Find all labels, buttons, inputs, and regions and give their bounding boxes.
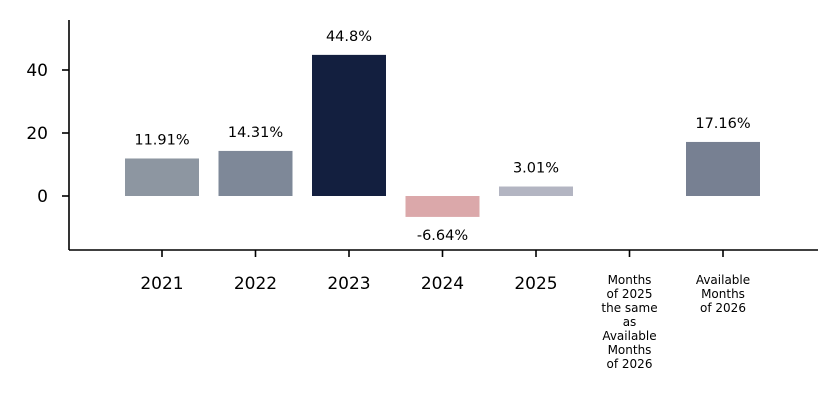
bar-1	[218, 150, 293, 196]
category-label-3: 2024	[421, 274, 464, 294]
category-label-1: 2022	[234, 274, 277, 294]
bar-4	[499, 186, 573, 196]
category-labels-group: 2021 2022 2023 2024 2025 Months of 2025 the sam…	[140, 273, 750, 371]
bar-6	[686, 141, 760, 196]
data-label-3: -6.64%	[417, 228, 468, 244]
data-label-2: 44.8%	[326, 29, 372, 45]
data-label-1: 14.31%	[228, 125, 283, 141]
data-label-0: 11.91%	[134, 132, 189, 148]
data-label-4: 3.01%	[513, 161, 559, 177]
bar-3	[405, 196, 480, 217]
category-label-4: 2025	[514, 274, 557, 294]
bar-0	[125, 158, 199, 196]
y-tick-labels-group: 0 20 40	[26, 61, 48, 207]
y-tick-label-0: 0	[37, 187, 48, 207]
data-labels-group: 11.91% 14.31% 44.8% -6.64% 3.01% 17.16%	[134, 29, 750, 244]
y-tick-label-2: 40	[26, 61, 48, 81]
bar-2	[312, 54, 386, 196]
category-label-0: 2021	[140, 274, 183, 294]
y-axis	[62, 20, 70, 250]
category-label-6: Available Months of 2026	[696, 273, 750, 315]
y-tick-label-1: 20	[26, 124, 48, 144]
x-axis	[69, 249, 818, 257]
data-label-6: 17.16%	[695, 116, 750, 132]
category-label-5: Months of 2025 the same as Available Months of…	[601, 273, 657, 371]
bars-group	[125, 54, 760, 217]
category-label-2: 2023	[327, 274, 370, 294]
